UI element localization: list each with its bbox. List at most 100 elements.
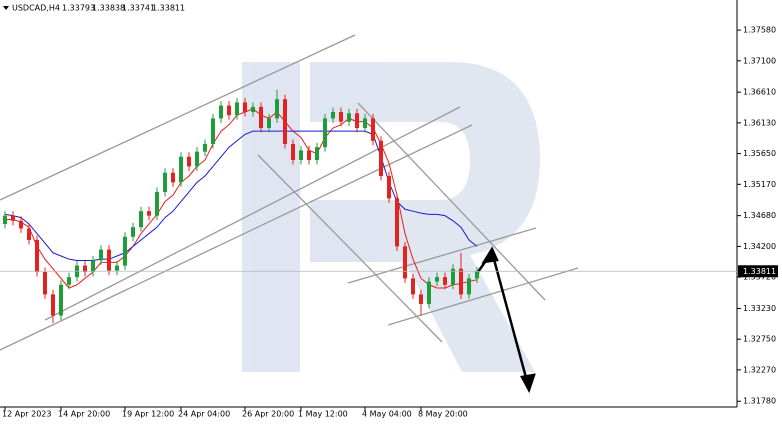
- candle-body: [67, 277, 71, 285]
- candle-body: [155, 191, 159, 216]
- trend-line: [257, 154, 443, 343]
- candle-body: [283, 99, 287, 144]
- y-tick-label: 1.35170: [743, 180, 776, 189]
- trend-line: [44, 106, 461, 321]
- y-tick-label: 1.34200: [743, 242, 776, 251]
- y-tick-label: 1.36610: [743, 88, 776, 97]
- watermark: [242, 62, 540, 372]
- candle-body: [27, 228, 31, 240]
- x-tick-label: 8 May 20:00: [418, 410, 468, 419]
- watermark-stem: [242, 62, 300, 372]
- plot: [3, 89, 479, 324]
- candle-body: [323, 118, 327, 148]
- candle-body: [107, 249, 111, 271]
- last-price-box: [738, 265, 778, 278]
- candle-body: [403, 246, 407, 279]
- candle-body: [219, 105, 223, 119]
- x-tick-label: 19 Apr 12:00: [122, 410, 174, 419]
- candle-body: [371, 118, 375, 141]
- candle-body: [235, 102, 239, 116]
- candle-body: [355, 113, 359, 128]
- candle-body: [339, 111, 343, 122]
- y-tick-label: 1.36130: [743, 118, 776, 127]
- candle-body: [227, 105, 231, 116]
- candle-body: [83, 265, 87, 272]
- candle-body: [243, 102, 247, 112]
- header-value: 1.33811: [152, 4, 185, 13]
- candle-body: [131, 227, 135, 237]
- candle-body: [475, 271, 479, 279]
- candle-body: [315, 147, 319, 160]
- candle-body: [51, 294, 55, 316]
- candle-body: [291, 143, 295, 160]
- candle-body: [443, 277, 447, 285]
- y-tick-label: 1.37580: [743, 26, 776, 35]
- candle-body: [123, 236, 127, 266]
- trend-line: [347, 227, 537, 284]
- x-tick-label: 12 Apr 2023: [2, 410, 51, 419]
- trend-line: [357, 102, 546, 301]
- last-price-label: 1.33811: [743, 267, 776, 276]
- symbol: USDCAD,H4: [12, 4, 60, 13]
- x-tick-label: 26 Apr 20:00: [242, 410, 294, 419]
- candle-body: [195, 151, 199, 167]
- candle-body: [363, 118, 367, 128]
- candle-body: [187, 156, 191, 167]
- y-tick-label: 1.35650: [743, 149, 776, 158]
- candle-body: [179, 156, 183, 183]
- x-tick-label: 24 Apr 04:00: [178, 410, 230, 419]
- candle-body: [459, 268, 463, 295]
- x-tick-label: 4 May 04:00: [362, 410, 412, 419]
- candle-body: [11, 215, 15, 221]
- y-tick-label: 1.34680: [743, 211, 776, 220]
- candle-body: [163, 172, 167, 192]
- candle-body: [171, 172, 175, 183]
- candle-body: [147, 211, 151, 216]
- candle-body: [379, 140, 383, 176]
- candle-body: [211, 118, 215, 144]
- candle-body: [419, 294, 423, 304]
- candle-body: [139, 211, 143, 228]
- arrow-head: [520, 373, 536, 394]
- candle-body: [395, 198, 399, 247]
- candle-body: [347, 113, 351, 122]
- candle-body: [115, 265, 119, 271]
- candle-body: [43, 271, 47, 295]
- candle-body: [299, 150, 303, 160]
- candle-body: [435, 277, 439, 282]
- candle-body: [99, 249, 103, 261]
- menu-triangle[interactable]: [3, 6, 9, 10]
- arrow-head: [481, 246, 499, 264]
- candle-body: [59, 284, 63, 316]
- candle-body: [387, 175, 391, 199]
- candle-body: [427, 281, 431, 304]
- y-tick-label: 1.31780: [743, 397, 776, 406]
- y-tick-label: 1.33230: [743, 304, 776, 313]
- x-tick-label: 1 May 12:00: [298, 410, 348, 419]
- trend-line: [387, 267, 579, 326]
- candle-body: [35, 239, 39, 272]
- candle-body: [91, 260, 95, 272]
- candle-body: [203, 143, 207, 152]
- trend-line: [0, 124, 473, 351]
- candle-body: [259, 106, 263, 128]
- x-tick-label: 14 Apr 20:00: [58, 410, 110, 419]
- header-value: 1.33838: [92, 4, 125, 13]
- forecast-arrow: [476, 246, 536, 394]
- y-tick-label: 1.32270: [743, 365, 776, 374]
- candle-body: [19, 220, 23, 229]
- candle-body: [411, 278, 415, 295]
- candle-body: [331, 111, 335, 119]
- candle-body: [451, 268, 455, 285]
- y-tick-label: 1.37100: [743, 56, 776, 65]
- watermark-bowl: [310, 62, 540, 372]
- candle-body: [467, 278, 471, 295]
- header-value: 1.33793: [62, 4, 95, 13]
- candle-body: [3, 215, 7, 224]
- header-value: 1.33741: [122, 4, 155, 13]
- candle-body: [267, 118, 271, 128]
- candle-body: [275, 99, 279, 119]
- trend-lines: [0, 34, 579, 351]
